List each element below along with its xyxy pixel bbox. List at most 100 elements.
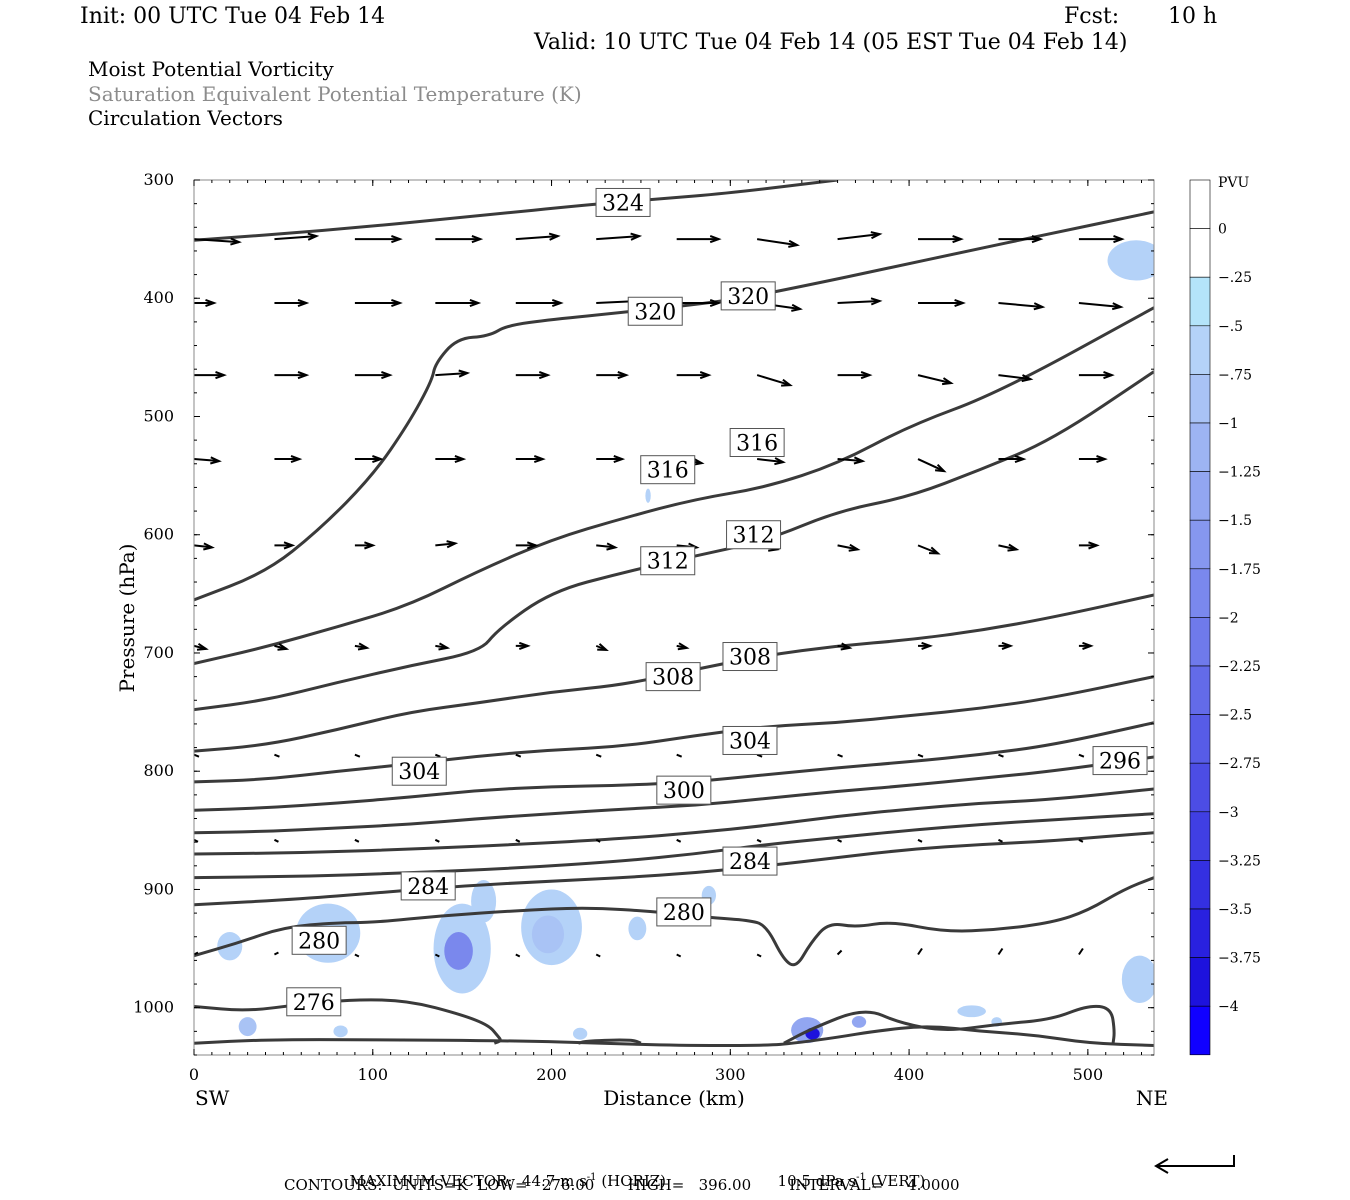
- colorbar-segment: [1189, 665, 1211, 715]
- colorbar-segment: [1189, 179, 1211, 229]
- x-tick-label: 200: [536, 1065, 567, 1084]
- vector-arrow: [756, 374, 791, 387]
- vector-arrow: [837, 838, 843, 843]
- vector-arrow: [917, 753, 924, 758]
- colorbar-tick-label: −.25: [1218, 270, 1252, 286]
- y-tick-label: 800: [143, 761, 174, 780]
- init-time: Init: 00 UTC Tue 04 Feb 14: [80, 4, 386, 29]
- sw-label: SW: [195, 1086, 230, 1110]
- ne-label: NE: [1136, 1086, 1168, 1110]
- vector-arrow: [837, 458, 863, 463]
- vector-arrow: [998, 544, 1017, 551]
- vector-arrowhead: [774, 457, 786, 466]
- colorbar-segment: [1189, 519, 1211, 570]
- contour-label-320: 320: [727, 285, 769, 310]
- vector-arrowhead: [870, 297, 883, 306]
- vector-arrowhead: [1033, 302, 1046, 311]
- vector-arrow: [595, 953, 601, 958]
- vector-arrow: [194, 753, 200, 758]
- contour-label-276: 276: [293, 991, 335, 1016]
- contour-292: [194, 787, 1154, 856]
- contour-label-304: 304: [398, 760, 440, 785]
- contour-label-308: 308: [652, 666, 694, 691]
- vector-arrowhead: [551, 298, 564, 308]
- vector-arrow: [434, 838, 440, 843]
- vector-arrowhead: [677, 642, 690, 651]
- y-tick-label: 400: [143, 288, 174, 307]
- contour-272: [194, 1025, 1154, 1047]
- vector-arrow: [998, 753, 1004, 758]
- colorbar-segment: [1189, 471, 1211, 521]
- vector-arrowhead: [617, 371, 630, 380]
- vector-arrowhead: [1273, 300, 1281, 306]
- vector-arrow: [756, 238, 798, 247]
- vector-arrowhead: [1111, 302, 1124, 311]
- contour-label-box: [722, 725, 778, 755]
- max-vector-vert-value: 10.5 dPa s: [777, 1172, 857, 1190]
- colorbar-tick-label: −1.75: [1218, 562, 1261, 578]
- vector-arrowhead: [357, 642, 370, 651]
- colorbar-tick-label: −3.75: [1218, 951, 1261, 967]
- colorbar-title: PVU: [1218, 175, 1250, 191]
- vector-arrowhead: [364, 541, 376, 550]
- x-tick-label: 400: [894, 1065, 925, 1084]
- vector-arrow: [997, 947, 1004, 956]
- vector-arrowhead: [283, 541, 296, 550]
- forecast-hour: 10 h: [1168, 4, 1218, 29]
- vector-arrowhead: [952, 235, 964, 244]
- vector-arrow: [1159, 459, 1183, 461]
- vector-arrowhead: [1275, 236, 1283, 242]
- vector-arrowhead: [1021, 374, 1034, 383]
- vector-arrowhead: [1014, 455, 1027, 464]
- vector-arrowhead: [454, 455, 467, 464]
- x-axis-label: Distance (km): [603, 1086, 745, 1110]
- vector-arrow: [1320, 303, 1350, 306]
- colorbar-tick-label: −2.25: [1218, 659, 1261, 675]
- x-tick-label: 500: [1073, 1065, 1104, 1084]
- footer-max-vector-vert: 10.5 dPa s-1 (VERT): [777, 1172, 926, 1190]
- vector-arrow: [596, 544, 616, 549]
- vector-arrow: [757, 458, 784, 464]
- vector-arrowhead: [391, 235, 403, 244]
- vector-arrow: [515, 753, 522, 758]
- vector-arrowhead: [471, 235, 484, 244]
- y-tick-label: 500: [143, 406, 174, 425]
- vector-arrow: [1320, 375, 1350, 379]
- vector-arrowhead: [921, 641, 933, 650]
- colorbar-tick-label: −4: [1218, 999, 1239, 1015]
- contour-320: [194, 210, 1154, 602]
- contour-280: [194, 876, 1154, 967]
- vector-arrow: [998, 374, 1031, 381]
- contour-label-box: [729, 428, 785, 457]
- vector-arrowhead: [935, 463, 947, 473]
- vector-arrow: [515, 235, 558, 241]
- y-tick-label: 700: [143, 643, 174, 662]
- contour-label-308: 308: [729, 646, 771, 671]
- forecast-label: Fcst:: [1064, 4, 1120, 29]
- colorbar-tick-label: −3.5: [1218, 902, 1252, 918]
- vector-arrow: [194, 951, 199, 956]
- vector-arrowhead: [1113, 235, 1125, 244]
- vector-arrowhead: [853, 456, 866, 465]
- vector-arrowhead: [230, 237, 242, 246]
- pv-region: [333, 1025, 348, 1038]
- max-vector-horiz-value: MAXIMUM VECTOR: 44.7 m s: [349, 1172, 587, 1190]
- vector-arrowhead: [941, 377, 954, 386]
- vector-arrowhead: [307, 232, 320, 241]
- pv-colorbar: PVU 0 −.25 −.5 −.75 −1 −1.25 −1.5 −1.75 −2 −2.25 −2…: [1189, 175, 1261, 1056]
- vector-arrowhead: [1082, 641, 1094, 650]
- contour-284: [194, 831, 1154, 907]
- vector-arrowhead: [548, 232, 561, 241]
- pv-region: [531, 915, 565, 954]
- vector-arrowhead: [848, 543, 861, 552]
- vector-arrowhead: [381, 371, 393, 380]
- contour-label-box: [400, 871, 456, 901]
- contour-label-box: [720, 281, 776, 311]
- colorbar-tick-label: −.5: [1218, 319, 1243, 335]
- colorbar-tick-label: −3.25: [1218, 853, 1261, 869]
- colorbar-tick-label: −1.25: [1218, 465, 1261, 481]
- vector-arrowhead: [954, 298, 966, 308]
- contour-label-box: [627, 296, 683, 326]
- vector-arrowhead: [870, 231, 883, 240]
